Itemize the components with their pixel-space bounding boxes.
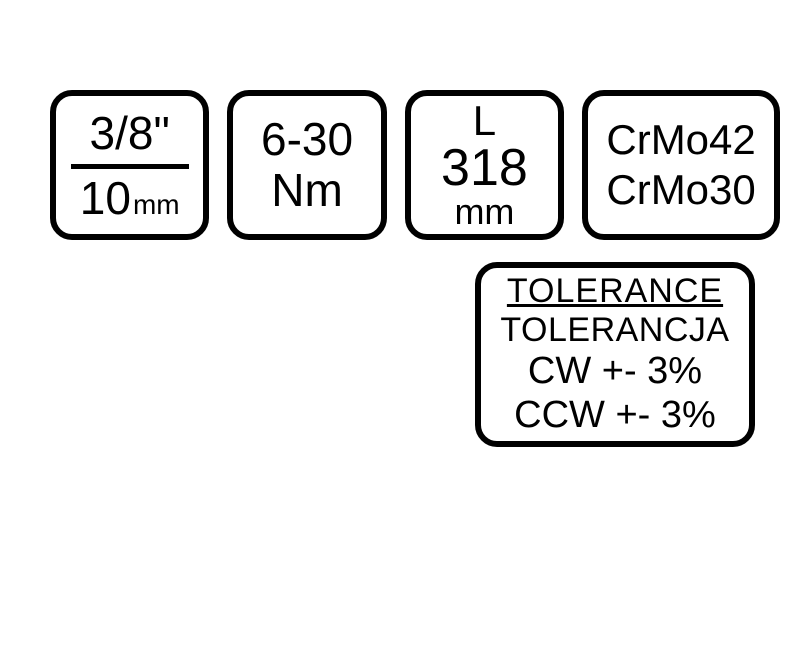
bottom-row: TOLERANCE TOLERANCJA CW +- 3% CCW +- 3% (20, 262, 755, 447)
length-unit: mm (454, 194, 514, 230)
material-line1: CrMo42 (606, 115, 755, 165)
torque-tile: 6-30 Nm (227, 90, 386, 240)
drive-size-imperial: 3/8" (90, 110, 170, 164)
torque-unit: Nm (271, 165, 343, 216)
tolerance-title-pl: TOLERANCJA (500, 311, 729, 350)
top-row: 3/8" 10mm 6-30 Nm L 318 mm CrMo42 CrMo30 (50, 90, 780, 240)
torque-range: 6-30 (261, 114, 353, 165)
drive-size-tile: 3/8" 10mm (50, 90, 209, 240)
spec-label-sheet: 3/8" 10mm 6-30 Nm L 318 mm CrMo42 CrMo30… (20, 90, 780, 650)
material-line2: CrMo30 (606, 165, 755, 215)
length-label: L (473, 100, 496, 142)
length-value: 318 (441, 142, 528, 194)
drive-size-metric: 10mm (80, 169, 180, 221)
tolerance-cw: CW +- 3% (528, 350, 702, 394)
material-tile: CrMo42 CrMo30 (582, 90, 780, 240)
length-tile: L 318 mm (405, 90, 564, 240)
tolerance-ccw: CCW +- 3% (514, 394, 716, 438)
tolerance-title-en: TOLERANCE (507, 272, 723, 311)
length-row: 318 (441, 142, 528, 194)
drive-size-value: 10 (80, 172, 131, 224)
tolerance-tile: TOLERANCE TOLERANCJA CW +- 3% CCW +- 3% (475, 262, 755, 447)
drive-size-unit: mm (133, 189, 180, 220)
